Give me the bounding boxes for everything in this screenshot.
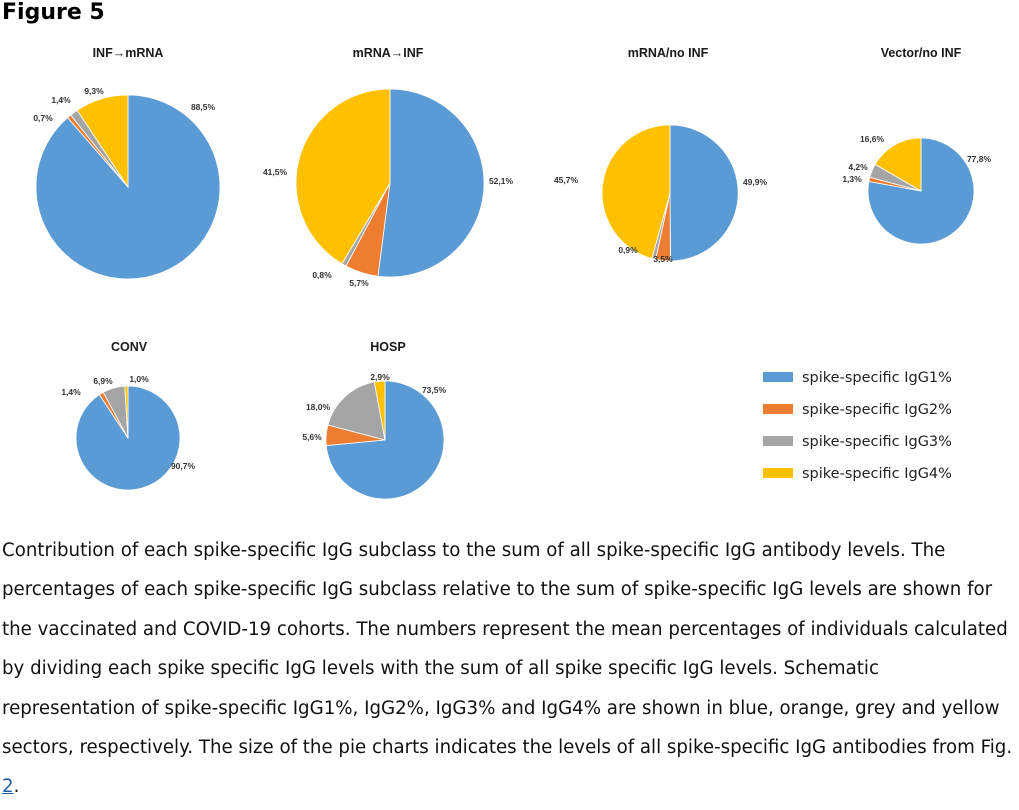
slice-label-mrna-no-inf-igg1: 49,9% [743, 177, 768, 187]
figure-caption: Contribution of each spike-specific IgG … [2, 531, 1017, 807]
legend: spike-specific IgG1% spike-specific IgG2%… [763, 370, 952, 482]
legend-label-igg1: spike-specific IgG1% [802, 370, 952, 386]
pie-chart-hosp: HOSP 73,5% 5,6% 18,0% 2,9% [302, 340, 447, 500]
pie-slice-hosp-igg4 [373, 380, 386, 441]
slice-label-vector-no-inf-igg1: 77,8% [967, 154, 992, 164]
pie-title-hosp: HOSP [370, 340, 405, 354]
slice-label-conv-igg2: 1,4% [61, 387, 81, 397]
pie-slice-conv-igg4 [124, 385, 129, 439]
slice-label-mrna-to-inf-igg2: 5,7% [349, 278, 369, 288]
pie-slice-hosp-igg3 [327, 381, 386, 441]
slice-label-inf-to-mrna-igg4: 9,3% [84, 86, 104, 96]
pie-title-vector-no-inf: Vector/no INF [881, 46, 962, 60]
slice-label-mrna-no-inf-igg4: 45,7% [554, 175, 579, 185]
legend-swatch-igg2 [763, 404, 793, 414]
legend-swatch-igg3 [763, 436, 793, 446]
slice-label-vector-no-inf-igg4: 16,6% [860, 134, 885, 144]
legend-label-igg4: spike-specific IgG4% [802, 466, 952, 482]
pie-chart-vector-no-inf: Vector/no INF 77,8% 1,3% 4,2% 16,6% [842, 46, 992, 245]
pie-slice-inf-to-mrna-igg4 [76, 94, 129, 189]
slice-label-conv-igg4: 1,0% [129, 374, 149, 384]
slice-label-mrna-no-inf-igg2: 3,5% [653, 254, 673, 264]
slice-label-vector-no-inf-igg3: 4,2% [848, 162, 868, 172]
pie-charts-panel: INF→mRNA 88,5% 0,7% 1,4% 9,3% mRNA→INF 52,1% 5,… [33, 46, 992, 500]
pie-title-mrna-to-inf: mRNA→INF [353, 46, 424, 60]
slice-label-mrna-to-inf-igg4: 41,5% [263, 167, 288, 177]
slice-label-hosp-igg1: 73,5% [422, 385, 447, 395]
pie-chart-mrna-to-inf: mRNA→INF 52,1% 5,7% 0,8% 41,5% [263, 46, 514, 288]
legend-label-igg3: spike-specific IgG3% [802, 434, 952, 450]
slice-label-inf-to-mrna-igg2: 0,7% [33, 113, 53, 123]
slice-label-mrna-to-inf-igg3: 0,8% [312, 270, 332, 280]
slice-label-inf-to-mrna-igg1: 88,5% [191, 102, 216, 112]
pie-chart-mrna-no-inf: mRNA/no INF 49,9% 3,5% 0,9% 45,7% [554, 46, 768, 264]
slice-label-hosp-igg2: 5,6% [302, 432, 322, 442]
pie-chart-conv: CONV 90,7% 1,4% 6,9% 1,0% [61, 340, 196, 491]
caption-end: . [13, 776, 20, 798]
slice-label-conv-igg3: 6,9% [93, 376, 113, 386]
pie-slice-vector-no-inf-igg4 [874, 137, 922, 192]
slice-label-conv-igg1: 90,7% [171, 461, 196, 471]
pie-slice-mrna-no-inf-igg1 [669, 124, 739, 262]
figure-2-link[interactable]: 2 [2, 776, 14, 798]
pie-slice-mrna-no-inf-igg4 [601, 124, 671, 260]
pie-title-inf-to-mrna: INF→mRNA [93, 46, 164, 60]
legend-label-igg2: spike-specific IgG2% [802, 402, 952, 418]
pie-title-conv: CONV [111, 340, 148, 354]
slice-label-inf-to-mrna-igg3: 1,4% [51, 95, 71, 105]
slice-label-hosp-igg3: 18,0% [306, 402, 331, 412]
slice-label-vector-no-inf-igg2: 1,3% [842, 174, 862, 184]
caption-text: Contribution of each spike-specific IgG … [2, 540, 1013, 759]
slice-label-mrna-to-inf-igg1: 52,1% [489, 176, 514, 186]
legend-swatch-igg4 [763, 468, 793, 478]
pie-slice-mrna-to-inf-igg1 [377, 88, 485, 278]
figure-label: Figure 5 [2, 0, 105, 25]
pie-charts-svg: INF→mRNA 88,5% 0,7% 1,4% 9,3% mRNA→INF 52,1% 5,… [33, 46, 992, 500]
pie-chart-inf-to-mrna: INF→mRNA 88,5% 0,7% 1,4% 9,3% [33, 46, 221, 280]
pie-title-mrna-no-inf: mRNA/no INF [628, 46, 709, 60]
legend-swatch-igg1 [763, 372, 793, 382]
slice-label-hosp-igg4: 2,9% [370, 372, 390, 382]
slice-label-mrna-no-inf-igg3: 0,9% [618, 245, 638, 255]
pie-slice-mrna-to-inf-igg4 [295, 88, 391, 265]
